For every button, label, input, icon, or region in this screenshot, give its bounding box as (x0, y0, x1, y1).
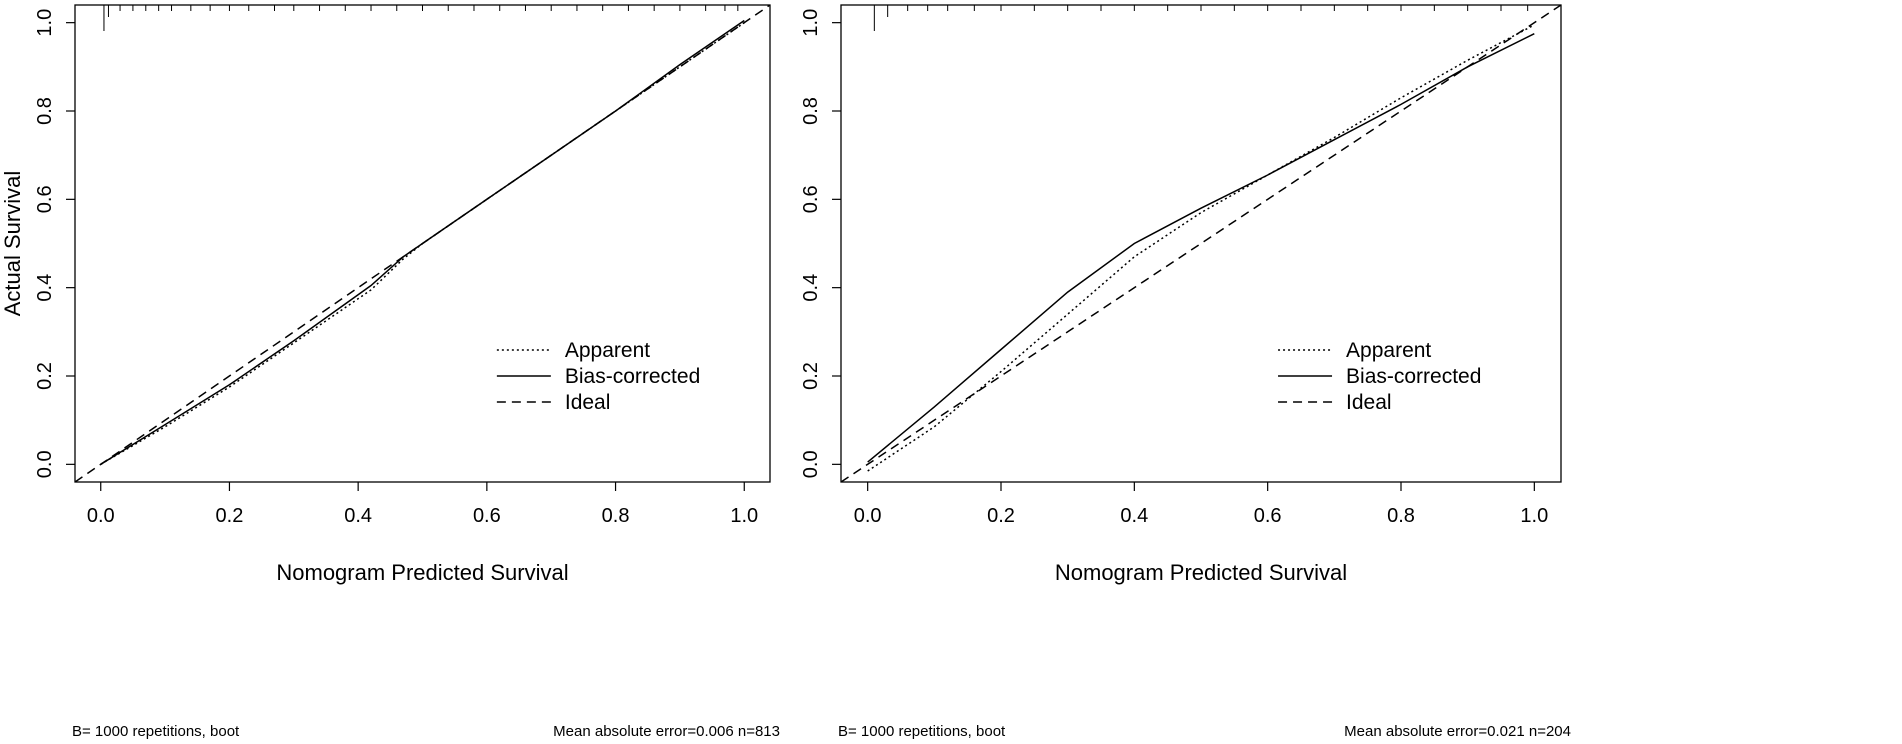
y-tick-label: 0.2 (34, 362, 56, 390)
y-tick-label: 1.0 (800, 9, 822, 37)
x-tick-label: 0.6 (1254, 505, 1282, 527)
calibration-plot-2: 0.0 0.2 0.4 0.6 0.8 1.0 0.0 0.2 0.4 0.6 0.8 1.0 Nomo… (800, 4, 1571, 740)
series-group (841, 5, 1561, 482)
x-tick-label: 1.0 (730, 505, 758, 527)
series-line-apparent (867, 24, 1535, 472)
footnote-error: Mean absolute error=0.006 n=813 (553, 723, 780, 740)
x-tick-label: 0.2 (216, 505, 244, 527)
x-tick-label: 0.0 (854, 505, 882, 527)
x-tick-label: 0.2 (987, 505, 1015, 527)
legend-label: Bias-corrected (1346, 365, 1481, 388)
legend: Apparent Bias-corrected Ideal (1278, 339, 1481, 414)
footnote-repetitions: B= 1000 repetitions, boot (838, 723, 1006, 740)
series-line-bias-corrected (100, 19, 745, 465)
plot-frame (840, 4, 1562, 483)
y-tick-label: 0.0 (34, 450, 56, 478)
x-axis-title: Nomogram Predicted Survival (1055, 560, 1347, 585)
y-tick-label: 0.6 (800, 185, 822, 213)
x-axis-title: Nomogram Predicted Survival (276, 560, 568, 585)
y-tick-label: 1.0 (34, 9, 56, 37)
footnote-repetitions: B= 1000 repetitions, boot (72, 723, 240, 740)
y-tick-label: 0.4 (34, 274, 56, 302)
x-tick-label: 1.0 (1520, 505, 1548, 527)
y-tick-label: 0.8 (34, 97, 56, 125)
series-line-ideal (75, 5, 770, 482)
calibration-plot-1: 0.0 0.2 0.4 0.6 0.8 1.0 0.0 0.2 0.4 0.6 0.8 1.0 Nomo… (0, 4, 780, 740)
legend-label: Apparent (1346, 339, 1431, 362)
x-tick-label: 0.6 (473, 505, 501, 527)
legend: Apparent Bias-corrected Ideal (496, 339, 700, 414)
y-tick-label: 0.8 (800, 97, 822, 125)
y-tick-label: 0.2 (800, 362, 822, 390)
rug-marks (873, 5, 1529, 31)
y-tick-label: 0.0 (800, 450, 822, 478)
x-tick-label: 0.4 (1120, 505, 1148, 527)
x-tick-label: 0.8 (602, 505, 630, 527)
x-tick-label: 0.0 (87, 505, 115, 527)
rug-marks (103, 5, 739, 31)
legend-label: Bias-corrected (565, 365, 700, 388)
y-tick-label: 0.4 (800, 274, 822, 302)
series-line-ideal (841, 5, 1561, 482)
series-group (75, 5, 770, 482)
legend-label: Apparent (565, 339, 650, 362)
y-axis-title: Actual Survival (0, 171, 25, 317)
x-tick-label: 0.4 (344, 505, 372, 527)
x-tick-label: 0.8 (1387, 505, 1415, 527)
legend-label: Ideal (1346, 391, 1392, 414)
legend-label: Ideal (565, 391, 611, 414)
y-tick-label: 0.6 (34, 185, 56, 213)
series-line-bias-corrected (867, 33, 1535, 463)
footnote-error: Mean absolute error=0.021 n=204 (1344, 723, 1571, 740)
